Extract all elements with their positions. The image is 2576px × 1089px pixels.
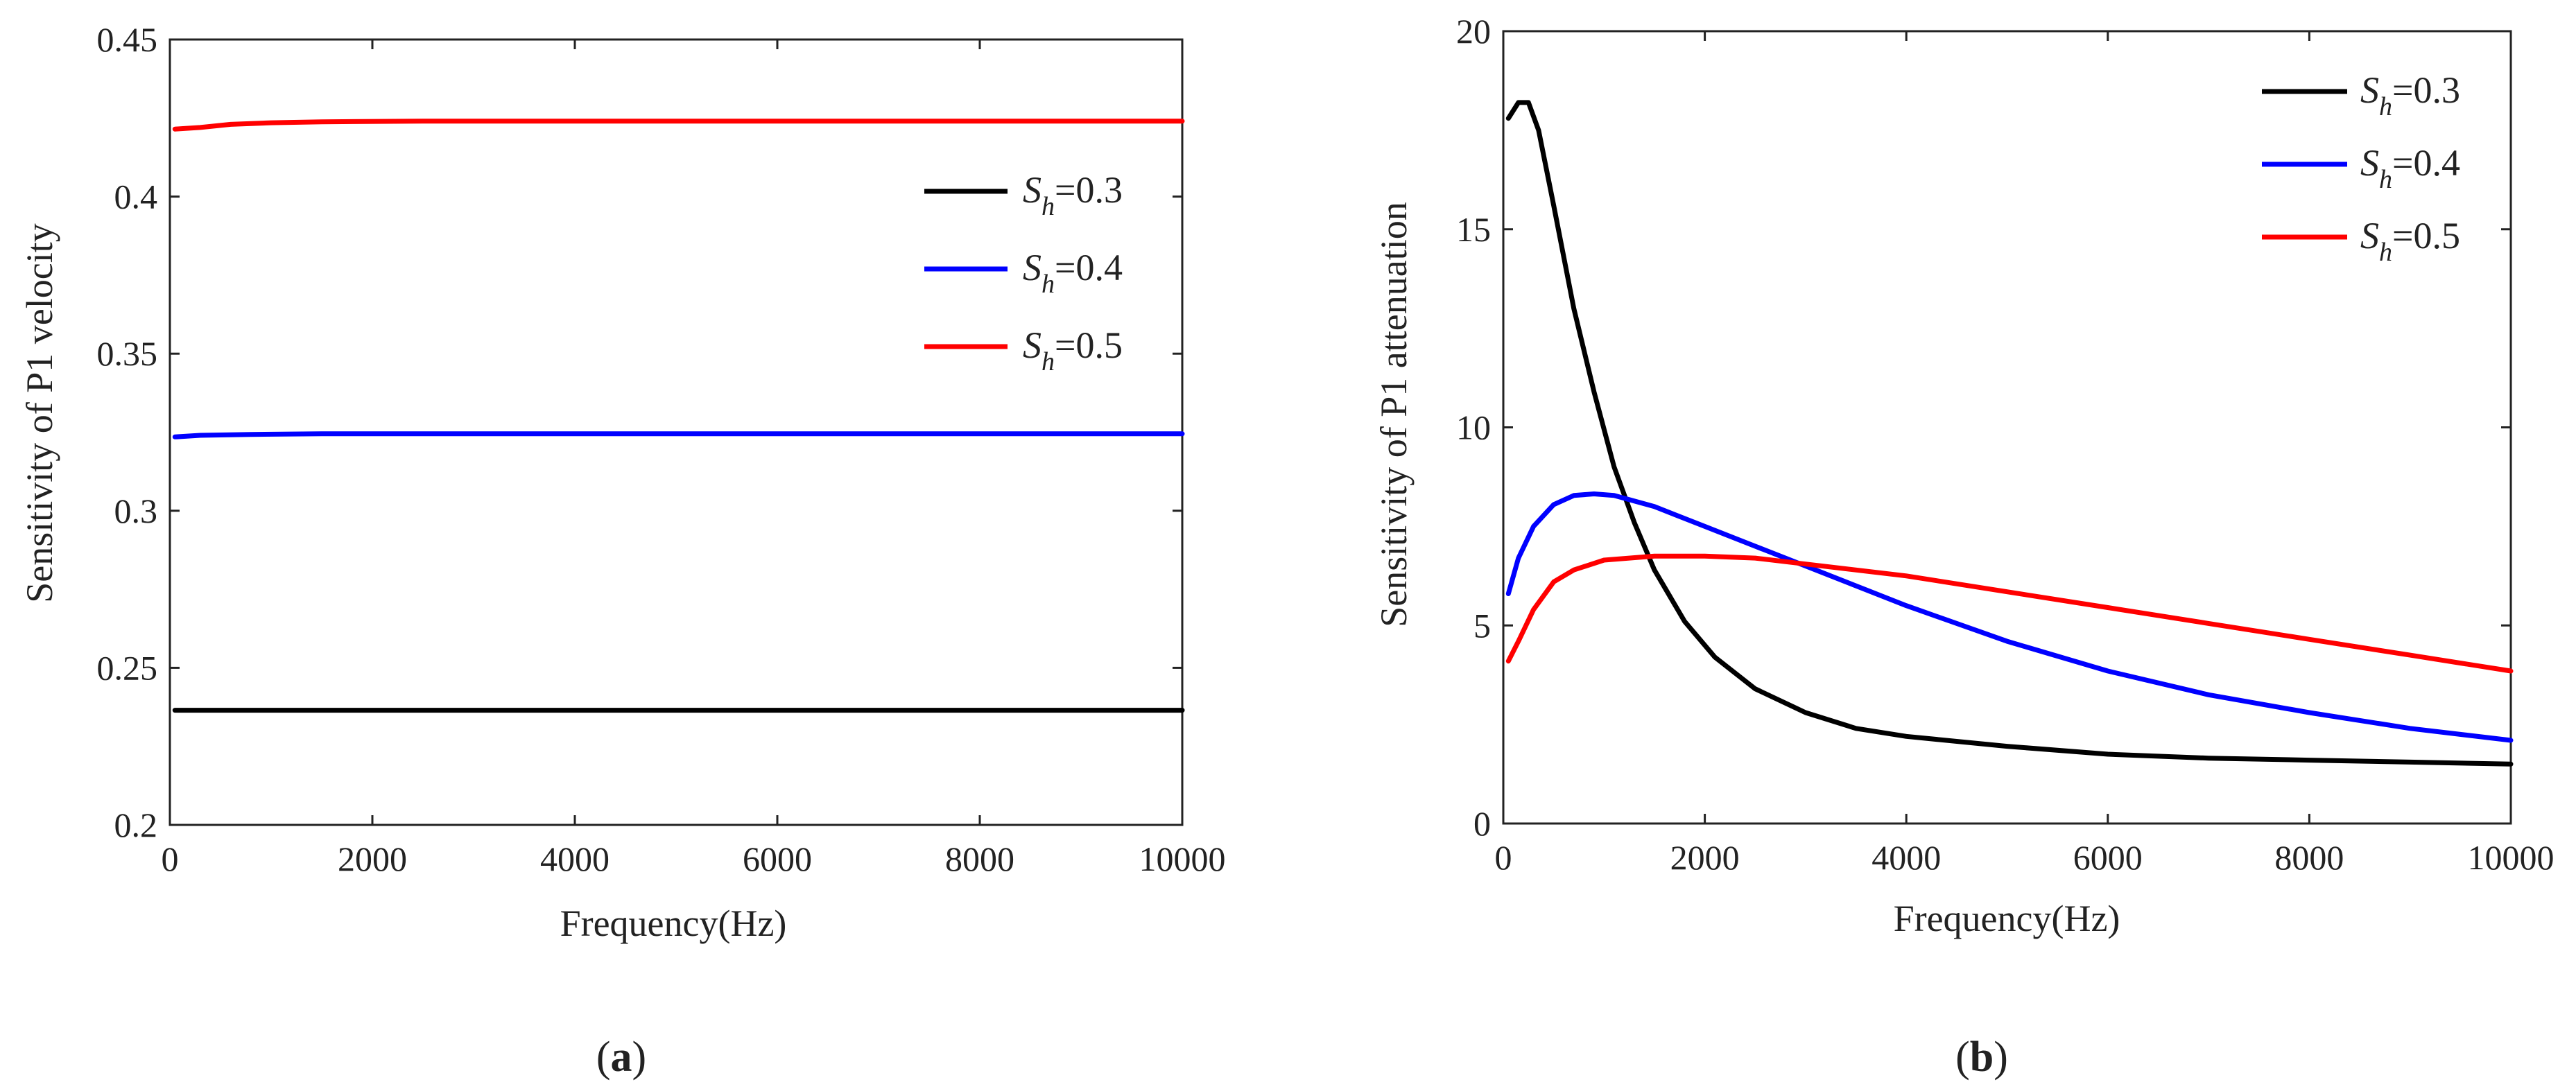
y-axis-label-b: Sensitivity of P1 attenuation <box>1373 202 1415 627</box>
y-tick-label-a: 0.4 <box>114 177 158 216</box>
legend-label: Sh=0.4 <box>1023 247 1123 299</box>
y-tick-label-a: 0.3 <box>114 491 158 530</box>
plot-area-b: 0 2000 4000 6000 8000 1000005101520Sh=0.3Sh=0… <box>1456 12 2555 877</box>
x-tick-label-a: 10000 <box>1139 839 1226 878</box>
x-tick-label-a: 8000 <box>945 839 1014 878</box>
x-tick-label-b: 4000 <box>1872 838 1941 877</box>
legend-label: Sh=0.5 <box>2360 215 2460 267</box>
x-tick-label-b: 2000 <box>1670 838 1740 877</box>
y-axis-label-a: Sensitivity of P1 velocity <box>19 223 60 603</box>
legend-label: Sh=0.3 <box>1023 169 1123 221</box>
series-line-a-0.5 <box>172 119 1185 132</box>
legend-label: Sh=0.3 <box>2360 69 2460 121</box>
y-tick-label-a: 0.2 <box>114 805 158 844</box>
x-tick-label-a: 4000 <box>540 839 610 878</box>
legend-label: Sh=0.4 <box>2360 142 2460 194</box>
x-axis-label-a: Frequency(Hz) <box>560 903 787 944</box>
x-axis-label-b: Frequency(Hz) <box>1894 898 2120 939</box>
y-tick-label-b: 0 <box>1473 804 1491 843</box>
x-tick-label-a: 6000 <box>743 839 812 878</box>
series-line-a-0.4 <box>172 431 1185 439</box>
plot-area-a: 0 2000 4000 6000 8000 10000 0.2 0.25 0.3 0.35 0.4 0… <box>97 20 1226 878</box>
caption-a: (a) <box>596 1034 646 1081</box>
x-tick-label-b: 0 <box>1495 838 1512 877</box>
x-tick-label-b: 6000 <box>2073 838 2143 877</box>
legend-label: Sh=0.5 <box>1023 324 1123 376</box>
y-tick-label-a: 0.35 <box>97 334 158 373</box>
chart-panel-b: 0 2000 4000 6000 8000 1000005101520Sh=0.3Sh=0… <box>1373 12 2555 1081</box>
series-line-b-0.5 <box>1505 553 2514 674</box>
x-tick-label-a: 0 <box>162 839 179 878</box>
x-tick-label-b: 10000 <box>2468 838 2555 877</box>
y-tick-label-a: 0.25 <box>97 648 158 687</box>
series-line-b-0.4 <box>1505 491 2514 743</box>
chart-panel-a: 0 2000 4000 6000 8000 10000 0.2 0.25 0.3 0.35 0.4 0… <box>19 20 1226 1081</box>
y-tick-label-b: 5 <box>1473 606 1491 645</box>
legend-a: Sh=0.3 Sh=0.4 Sh=0.5 <box>924 169 1123 376</box>
y-tick-label-a: 0.45 <box>97 20 158 59</box>
legend-b: Sh=0.3 Sh=0.4 Sh=0.5 <box>2262 69 2460 267</box>
caption-b: (b) <box>1955 1034 2008 1081</box>
x-tick-label-b: 8000 <box>2274 838 2344 877</box>
series-line-b-0.3 <box>1505 100 2514 767</box>
x-tick-label-a: 2000 <box>338 839 407 878</box>
y-tick-label-b: 15 <box>1456 210 1491 249</box>
y-tick-label-b: 20 <box>1456 12 1491 51</box>
y-tick-label-b: 10 <box>1456 408 1491 447</box>
